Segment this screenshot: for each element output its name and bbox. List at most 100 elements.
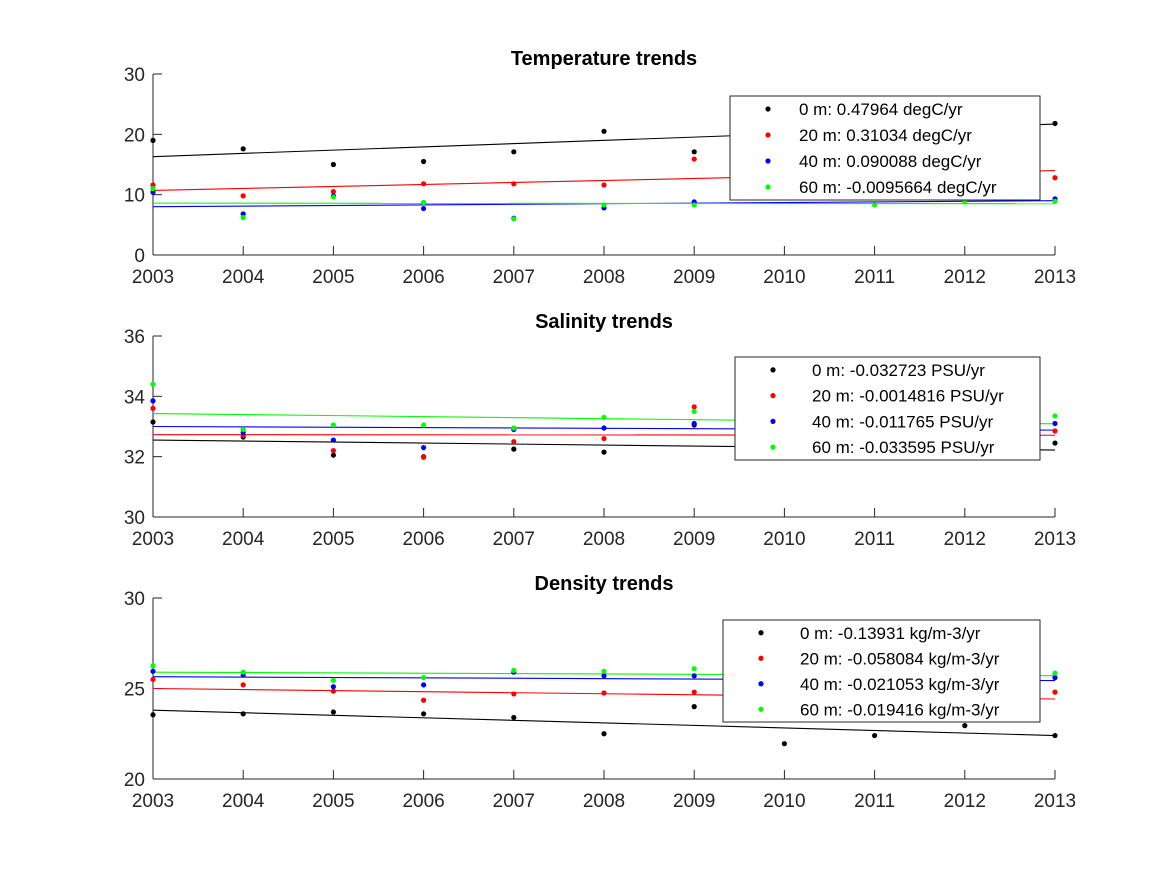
density-trends-panel: Density trends 20 25 30 2003 2004 2005 2006 200… <box>124 573 1076 812</box>
salinity-data-point <box>1052 440 1058 446</box>
salinity-x-tick-label: 2005 <box>312 529 354 550</box>
density-x-tick-label: 2006 <box>402 791 444 812</box>
salinity-y-tick-label: 30 <box>124 508 145 529</box>
temperature-y-tick-label: 30 <box>124 65 145 86</box>
density-data-point <box>1052 689 1058 695</box>
salinity-data-point <box>1052 428 1058 434</box>
temperature-x-tick-label: 2003 <box>132 267 174 288</box>
temperature-data-point <box>330 194 336 200</box>
temperature-trends-title: Temperature trends <box>511 48 697 70</box>
salinity-data-point <box>330 452 336 458</box>
temperature-data-point <box>511 149 517 155</box>
salinity-legend-entry: 40 m: -0.011765 PSU/yr <box>812 412 993 431</box>
salinity-legend-marker <box>770 444 776 450</box>
salinity-data-point <box>150 405 156 411</box>
temperature-data-point <box>511 216 517 222</box>
density-trends-title: Density trends <box>535 573 674 595</box>
density-data-point <box>962 723 968 729</box>
temperature-data-point <box>150 189 156 195</box>
salinity-data-point <box>691 404 697 410</box>
density-data-point <box>691 673 697 679</box>
salinity-data-point <box>1052 420 1058 427</box>
density-x-tick-label: 2003 <box>132 791 174 812</box>
temperature-legend-marker <box>765 184 771 190</box>
density-x-tick-label: 2004 <box>222 791 265 812</box>
density-data-point <box>691 704 697 710</box>
density-data-point <box>1052 675 1058 681</box>
density-legend-box <box>722 619 1041 723</box>
density-data-point <box>691 665 697 672</box>
salinity-trends-panel: Salinity trends 30 32 34 36 2003 2004 2005 2006… <box>124 311 1076 550</box>
density-fit-line-0 <box>152 709 1056 737</box>
density-data-point <box>330 677 336 683</box>
temperature-x-tick-label: 2010 <box>763 267 805 288</box>
density-y-tick-label: 30 <box>124 589 145 610</box>
density-legend-marker <box>758 681 764 687</box>
density-x-tick-label: 2013 <box>1034 791 1076 812</box>
density-x-tick-label: 2005 <box>312 791 354 812</box>
salinity-data-point <box>511 425 517 431</box>
temperature-x-tick-label: 2004 <box>222 267 265 288</box>
density-x-tick-label: 2007 <box>493 791 535 812</box>
temperature-legend-entry: 40 m: 0.090088 degC/yr <box>799 152 982 171</box>
density-legend-marker <box>758 630 764 636</box>
density-y-tick-label: 25 <box>124 680 145 701</box>
temperature-x-tick-label: 2008 <box>583 267 625 288</box>
density-data-point <box>330 709 336 715</box>
temperature-data-point <box>1052 198 1058 204</box>
temperature-data-point <box>421 158 427 165</box>
density-data-point <box>240 682 246 688</box>
salinity-x-tick-label: 2010 <box>763 529 805 550</box>
temperature-data-point <box>962 199 968 205</box>
salinity-data-point <box>150 398 156 404</box>
salinity-x-tick-label: 2008 <box>583 529 625 550</box>
temperature-x-tick-label: 2007 <box>493 267 535 288</box>
salinity-x-tick-label: 2006 <box>402 529 444 550</box>
salinity-x-tick-label: 2012 <box>944 529 986 550</box>
density-data-point <box>601 690 607 696</box>
density-data-point <box>421 682 427 688</box>
salinity-data-point <box>511 438 517 445</box>
temperature-data-point <box>240 214 246 221</box>
density-data-point <box>601 673 607 679</box>
density-x-tick-label: 2012 <box>944 791 986 812</box>
density-data-point <box>330 684 336 690</box>
salinity-x-tick-label: 2007 <box>493 529 535 550</box>
salinity-legend-entry: 60 m: -0.033595 PSU/yr <box>812 438 995 457</box>
salinity-y-tick-label: 34 <box>124 387 146 408</box>
salinity-x-tick-label: 2003 <box>132 529 174 550</box>
density-data-point <box>511 691 517 697</box>
temperature-data-point <box>1052 120 1058 127</box>
temperature-y-tick-label: 20 <box>124 125 145 146</box>
salinity-data-point <box>421 445 427 451</box>
temperature-data-point <box>872 202 878 208</box>
temperature-data-point <box>1052 175 1058 181</box>
temperature-data-point <box>421 181 427 187</box>
density-data-point <box>601 731 607 737</box>
salinity-data-point <box>240 426 246 433</box>
density-data-point <box>150 663 156 669</box>
density-data-point <box>511 714 517 721</box>
salinity-data-point <box>150 381 156 387</box>
temperature-data-point <box>511 181 517 187</box>
salinity-data-point <box>691 420 697 427</box>
temperature-data-point <box>150 186 156 192</box>
salinity-data-point <box>330 422 336 428</box>
temperature-data-point <box>691 156 697 162</box>
density-data-point <box>421 675 427 681</box>
density-x-tick-label: 2008 <box>583 791 625 812</box>
density-data-point <box>330 688 336 694</box>
salinity-legend-marker <box>770 393 776 399</box>
salinity-data-point <box>330 448 336 454</box>
salinity-data-point <box>601 449 607 455</box>
temperature-x-tick-label: 2009 <box>673 267 715 288</box>
salinity-data-point <box>421 422 427 428</box>
density-data-point <box>601 668 607 674</box>
temperature-data-point <box>150 137 156 143</box>
density-data-point <box>240 711 246 717</box>
salinity-legend-entry: 0 m: -0.032723 PSU/yr <box>812 361 985 380</box>
density-legend-marker <box>758 655 764 661</box>
density-x-tick-label: 2010 <box>763 791 805 812</box>
density-x-tick-label: 2011 <box>854 791 895 812</box>
